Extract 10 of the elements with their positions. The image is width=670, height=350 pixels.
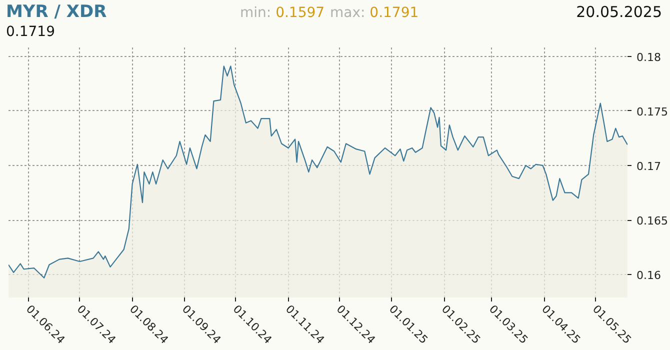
text: min: 0.1597 bbox=[240, 5, 325, 21]
y-tick-label: 0.165 bbox=[636, 214, 668, 228]
y-tick-label: 0.16 bbox=[636, 269, 661, 282]
y-tick-label: 0.17 bbox=[636, 160, 661, 173]
text: 20.05.2025 bbox=[576, 2, 662, 23]
y-tick-label: 0.175 bbox=[636, 105, 668, 118]
y-tick-label: 0.18 bbox=[636, 50, 661, 64]
text: 0.1719 bbox=[6, 23, 55, 42]
text: max: 0.1791 bbox=[330, 5, 419, 21]
chart-title: MYR / XDR bbox=[6, 1, 107, 24]
